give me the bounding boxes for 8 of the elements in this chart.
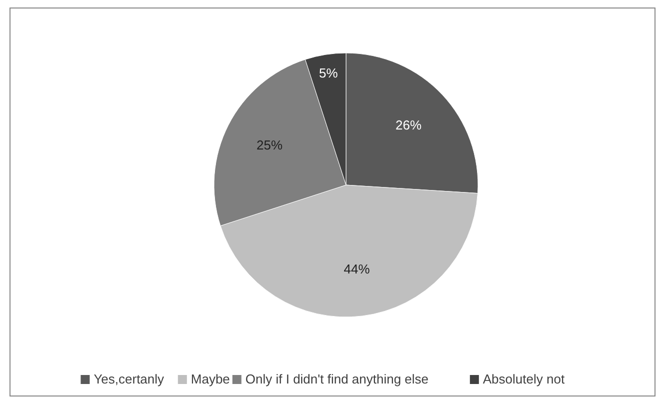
data-label: 5% [319, 66, 338, 81]
data-label: 44% [344, 262, 370, 277]
legend-label: Only if I didn't find anything else [245, 371, 429, 386]
legend-label: Yes,certanly [94, 371, 165, 386]
data-label: 26% [396, 118, 422, 133]
data-label: 25% [256, 137, 283, 152]
legend-label: Absolutely not [482, 371, 565, 386]
legend-label: Maybe [190, 371, 230, 386]
